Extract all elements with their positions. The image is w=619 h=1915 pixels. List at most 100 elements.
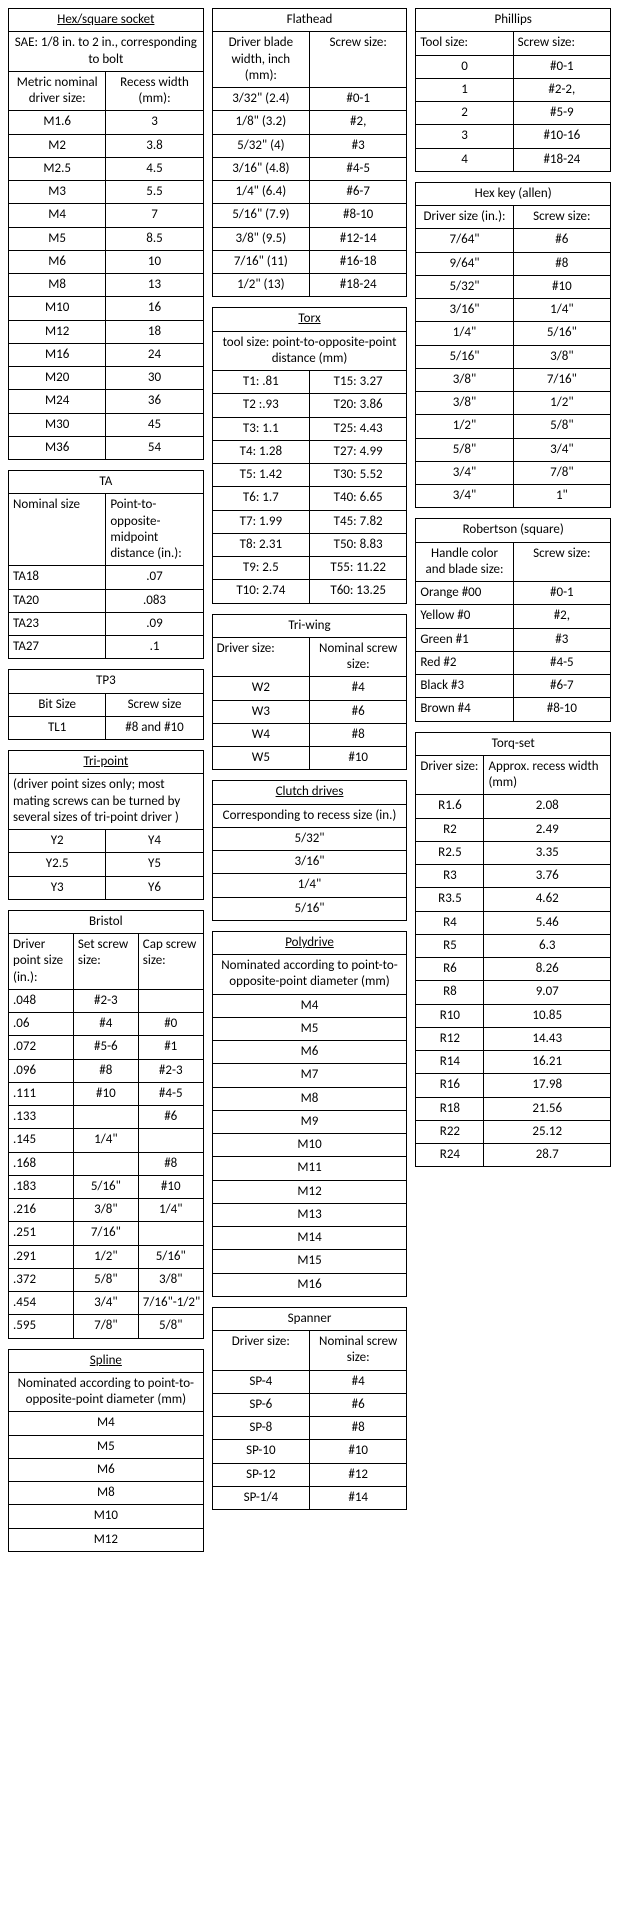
table-cell: #0-1	[513, 55, 610, 78]
table-cell: #2,	[513, 605, 610, 628]
table-cell: SP-12	[212, 1463, 309, 1486]
table-cell: #4	[73, 1013, 138, 1036]
table-cell: 1/2" (13)	[212, 274, 309, 297]
table-row: W5#10	[212, 747, 407, 770]
table-row: M12	[9, 1528, 204, 1551]
torqset-h0: Driver size:	[416, 755, 484, 795]
table-row: 5/32" (4)#3	[212, 134, 407, 157]
table-row: W2#4	[212, 677, 407, 700]
table-cell: 7/16"-1/2"	[138, 1292, 203, 1315]
table-row: W3#6	[212, 700, 407, 723]
table-cell: T9: 2.5	[212, 557, 309, 580]
table-cell: M8	[212, 1087, 407, 1110]
table-cell: M36	[9, 436, 106, 459]
spanner-h1: Nominal screw size:	[310, 1331, 407, 1371]
table-row: T3: 1.1T25: 4.43	[212, 417, 407, 440]
table-row: T8: 2.31T50: 8.83	[212, 533, 407, 556]
table-cell: .216	[9, 1199, 74, 1222]
table-cell: W4	[212, 723, 309, 746]
table-cell: Y5	[106, 853, 203, 876]
table-cell: .09	[106, 612, 203, 635]
bristol-h2: Cap screw size:	[138, 934, 203, 990]
table-row: .2911/2"5/16"	[9, 1245, 204, 1268]
table-row: M13	[212, 1203, 407, 1226]
table-cell: R18	[416, 1097, 484, 1120]
table-cell: R4	[416, 911, 484, 934]
table-cell: 3/16" (4.8)	[212, 157, 309, 180]
table-cell: 1/4"	[73, 1129, 138, 1152]
table-row: 1/8" (3.2)#2,	[212, 111, 407, 134]
table-cell: M6	[212, 1041, 407, 1064]
table-row: M2030	[9, 367, 204, 390]
table-row: T4: 1.28T27: 4.99	[212, 440, 407, 463]
table-row: 1/4"5/16"	[416, 322, 611, 345]
table-cell: 3.76	[484, 865, 611, 888]
table-cell	[138, 989, 203, 1012]
table-cell: #8	[73, 1059, 138, 1082]
table-cell	[73, 1152, 138, 1175]
table-row: R45.46	[416, 911, 611, 934]
table-cell: 1/2"	[416, 415, 513, 438]
table-cell: T5: 1.42	[212, 464, 309, 487]
table-row: SP-12#12	[212, 1463, 407, 1486]
table-row: M16	[212, 1273, 407, 1296]
table-cell: #2-3	[73, 989, 138, 1012]
tripoint-title: Tri-point	[9, 751, 204, 774]
table-row: Yellow #0#2,	[416, 605, 611, 628]
ta-h0: Nominal size	[9, 494, 106, 566]
spanner-table: Spanner Driver size: Nominal screw size:…	[212, 1307, 408, 1510]
table-cell: 10.85	[484, 1004, 611, 1027]
clutch-sub: Corresponding to recess size (in.)	[212, 804, 407, 827]
table-cell: M5	[212, 1017, 407, 1040]
table-cell: #3	[513, 628, 610, 651]
table-cell: R5	[416, 934, 484, 957]
flathead-h1: Screw size:	[310, 32, 407, 88]
table-row: SP-8#8	[212, 1417, 407, 1440]
table-cell: .07	[106, 566, 203, 589]
table-cell: #10	[513, 275, 610, 298]
table-cell: 28.7	[484, 1144, 611, 1167]
spline-table: Spline Nominated according to point-to-o…	[8, 1349, 204, 1552]
table-cell: .145	[9, 1129, 74, 1152]
table-cell: T2 :.93	[212, 394, 309, 417]
table-row: R33.76	[416, 865, 611, 888]
table-row: R1821.56	[416, 1097, 611, 1120]
table-row: TA27.1	[9, 636, 204, 659]
table-row: T7: 1.99T45: 7.82	[212, 510, 407, 533]
table-row: M3045	[9, 413, 204, 436]
table-cell: 24	[106, 343, 203, 366]
table-cell: #10	[310, 747, 407, 770]
table-cell: 3/4"	[416, 461, 513, 484]
table-cell: 5/16"	[212, 897, 407, 920]
table-cell: T45: 7.82	[310, 510, 407, 533]
table-cell: 1/2"	[73, 1245, 138, 1268]
table-row: 9/64"#8	[416, 252, 611, 275]
table-cell: R2	[416, 818, 484, 841]
table-row: R1617.98	[416, 1074, 611, 1097]
table-row: R68.26	[416, 958, 611, 981]
table-cell: Black #3	[416, 675, 513, 698]
table-cell: #4	[310, 1370, 407, 1393]
table-cell: 10	[106, 250, 203, 273]
table-cell: 3/8"	[138, 1268, 203, 1291]
table-cell: 5/8"	[416, 438, 513, 461]
table-cell: #8	[138, 1152, 203, 1175]
table-cell: #8	[310, 723, 407, 746]
table-cell: W3	[212, 700, 309, 723]
table-row: .168#8	[9, 1152, 204, 1175]
table-cell: 5/8"	[513, 415, 610, 438]
table-cell: Green #1	[416, 628, 513, 651]
table-row: 1/4"	[212, 874, 407, 897]
table-cell: T60: 13.25	[310, 580, 407, 603]
table-row: TA20.083	[9, 589, 204, 612]
table-cell: M13	[212, 1203, 407, 1226]
table-cell: #4-5	[310, 157, 407, 180]
table-row: Y2.5Y5	[9, 853, 204, 876]
table-cell: T40: 6.65	[310, 487, 407, 510]
table-row: 5/32"	[212, 827, 407, 850]
table-cell: 16.21	[484, 1051, 611, 1074]
table-cell: T4: 1.28	[212, 440, 309, 463]
table-row: 5/32"#10	[416, 275, 611, 298]
table-row: Y3Y6	[9, 876, 204, 899]
table-row: M813	[9, 274, 204, 297]
